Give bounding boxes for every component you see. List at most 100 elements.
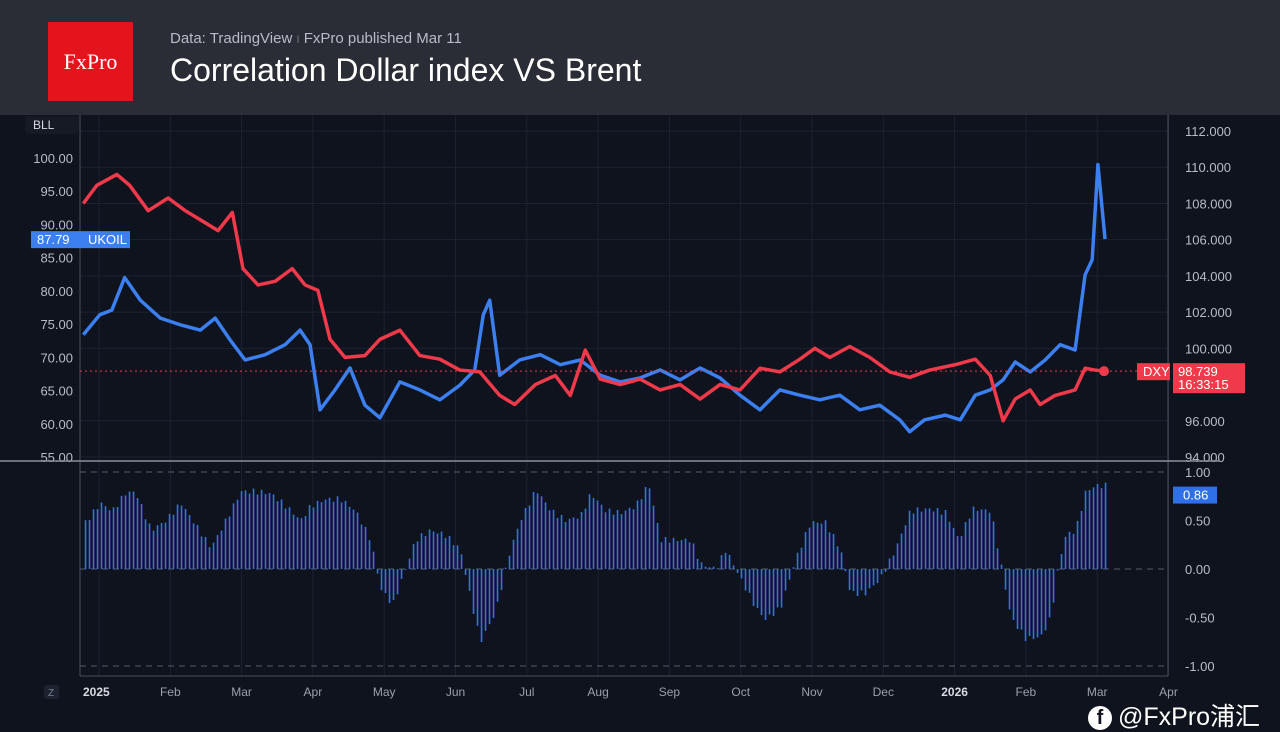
correlation-bar: [504, 567, 507, 569]
correlation-tick: 1.00: [1185, 465, 1210, 480]
correlation-bar: [728, 554, 731, 569]
correlation-bar: [788, 569, 791, 580]
correlation-bar: [572, 517, 575, 569]
watermark-text: @FxPro浦汇: [1118, 703, 1261, 731]
correlation-bar: [460, 554, 463, 569]
correlation-bar: [940, 514, 943, 569]
correlation-bar: [456, 545, 459, 569]
correlation-bar: [136, 498, 139, 569]
correlation-bar: [176, 504, 179, 569]
correlation-bar: [1036, 569, 1039, 638]
right-axis-tick: 110.000: [1185, 160, 1231, 175]
correlation-bar: [384, 569, 387, 594]
correlation-bar: [648, 488, 651, 569]
correlation-tick: 0.50: [1185, 514, 1210, 529]
correlation-bar: [960, 535, 963, 569]
correlation-bar: [580, 511, 583, 569]
correlation-bar: [492, 569, 495, 618]
dxy-last-point: [1099, 366, 1110, 377]
ukoil-name: UKOIL: [88, 232, 127, 247]
right-axis-tick: 108.000: [1185, 196, 1232, 211]
correlation-bar: [764, 569, 767, 620]
series-line-dxy: [81, 172, 1106, 423]
correlation-bar: [304, 516, 307, 569]
correlation-bar: [720, 555, 723, 569]
correlation-bar: [288, 507, 291, 569]
correlation-bar: [120, 495, 123, 569]
correlation-bar: [900, 533, 903, 569]
correlation-bar: [256, 494, 259, 569]
correlation-bar: [324, 499, 327, 569]
x-tick-label: Apr: [1159, 685, 1178, 699]
correlation-bar: [292, 514, 295, 569]
correlation-bar: [660, 542, 663, 569]
left-axis-tick: 70.00: [40, 350, 73, 365]
x-tick-label: Mar: [1087, 685, 1108, 699]
dxy-name-badge: [1137, 363, 1170, 381]
correlation-bar: [1040, 569, 1043, 635]
x-tick-label: Feb: [1016, 685, 1037, 699]
correlation-tick: -1.00: [1185, 659, 1215, 674]
correlation-bar: [348, 506, 351, 569]
ukoil-last-value: 87.79: [37, 232, 70, 247]
correlation-bar: [724, 552, 727, 569]
correlation-bar: [1064, 536, 1067, 569]
correlation-bar: [484, 569, 487, 631]
correlation-bar: [100, 502, 103, 569]
correlation-bar: [424, 535, 427, 569]
correlation-bar: [816, 522, 819, 569]
correlation-bar: [244, 490, 247, 569]
separator: I: [296, 34, 300, 46]
correlation-bar: [1056, 569, 1059, 571]
correlation-bar: [392, 569, 395, 601]
correlation-bar: [588, 494, 591, 569]
correlation-bar: [908, 510, 911, 569]
correlation-bar: [96, 509, 99, 569]
correlation-bar: [124, 495, 127, 569]
correlation-bar: [112, 507, 115, 569]
correlation-bar: [144, 519, 147, 569]
correlation-bar: [916, 507, 919, 569]
x-tick-label: Dec: [873, 685, 894, 699]
correlation-bar: [748, 569, 751, 593]
correlation-bar: [968, 518, 971, 569]
correlation-bar: [444, 537, 447, 569]
correlation-bar: [676, 541, 679, 569]
left-axis-tick: 80.00: [40, 284, 73, 299]
correlation-bar: [556, 517, 559, 569]
correlation-bar: [756, 569, 759, 609]
correlation-bar: [476, 569, 479, 626]
dxy-name: DXY: [1143, 364, 1170, 379]
correlation-bar: [824, 520, 827, 569]
correlation-bar: [500, 569, 503, 591]
correlation-bar: [464, 569, 467, 575]
correlation-bar: [240, 491, 243, 569]
correlation-bar: [212, 542, 215, 569]
correlation-bar: [708, 567, 711, 569]
left-axis-tick: 60.00: [40, 417, 73, 432]
right-axis-tick: 112.000: [1185, 124, 1231, 139]
correlation-bar: [820, 523, 823, 569]
right-axis-tick: 102.000: [1185, 305, 1232, 320]
correlation-bar: [568, 518, 571, 569]
correlation-bar: [364, 526, 367, 569]
correlation-bar: [912, 513, 915, 569]
correlation-bar: [932, 511, 935, 569]
correlation-bar: [140, 504, 143, 569]
correlation-bar: [576, 518, 579, 569]
x-tick-label: May: [373, 685, 396, 699]
correlation-bar: [260, 489, 263, 569]
dxy-last-value: 98.739: [1178, 364, 1218, 379]
data-source: Data: TradingView: [170, 30, 293, 47]
correlation-bar: [276, 501, 279, 569]
correlation-last-badge: [1173, 486, 1217, 504]
correlation-bar: [116, 506, 119, 569]
correlation-bar: [496, 569, 499, 602]
correlation-bar: [164, 522, 167, 569]
correlation-bar: [92, 509, 95, 569]
correlation-bar: [920, 511, 923, 569]
correlation-bar: [316, 500, 319, 569]
correlation-bar: [792, 567, 795, 569]
correlation-bar: [284, 508, 287, 569]
